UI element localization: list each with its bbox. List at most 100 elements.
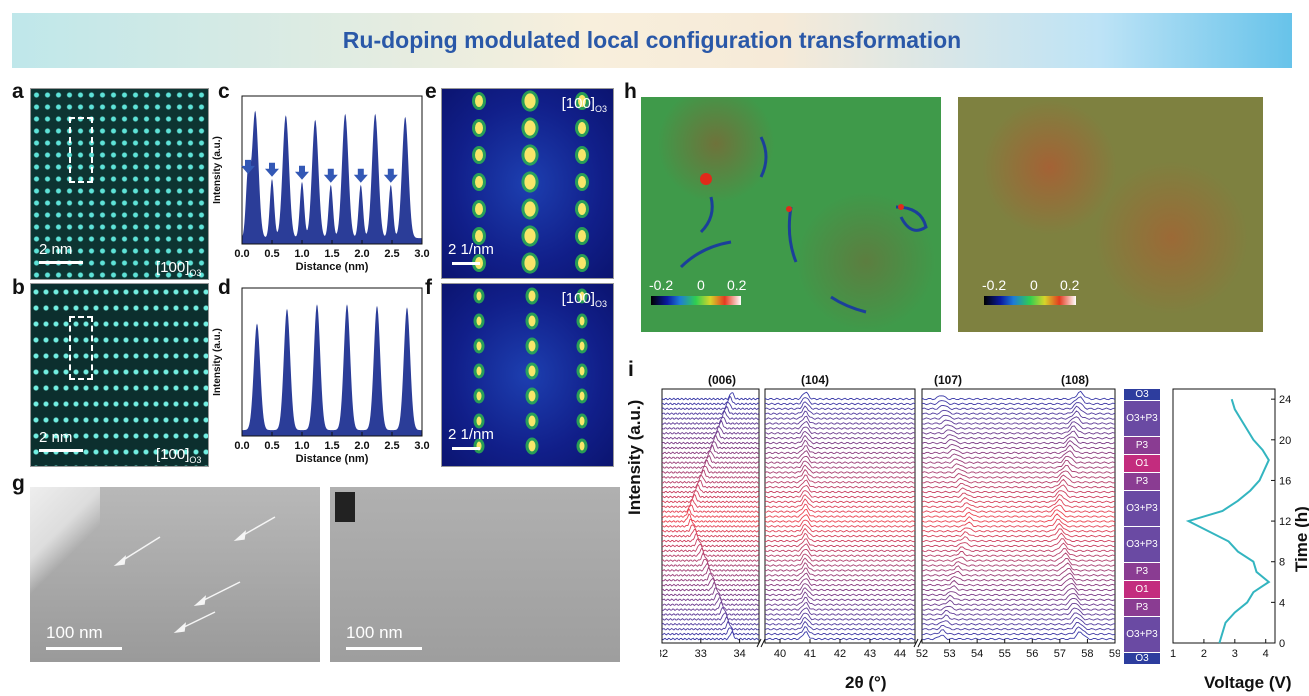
phase-band-o1: O1 — [1124, 581, 1160, 598]
xrd-pattern-line — [921, 390, 1116, 401]
panel-i-xlabel: 2θ (°) — [845, 673, 887, 692]
xrd-pattern-line — [764, 508, 916, 518]
xrd-pattern-line — [764, 587, 916, 597]
dip-arrow — [383, 168, 398, 183]
xrd-pattern-line — [764, 391, 916, 401]
xrd-pattern-line — [764, 455, 916, 465]
diffraction-spot — [475, 149, 483, 161]
xrd-pattern-line — [765, 490, 916, 499]
x-tick-label: 40 — [774, 648, 786, 660]
xrd-pattern-line — [764, 426, 916, 435]
xrd-pattern-line — [921, 626, 1116, 636]
diffraction-spot — [579, 391, 585, 401]
panel-h-right-cbar-max: 0.2 — [1060, 277, 1080, 293]
xrd-pattern-line — [921, 616, 1116, 626]
panel-label-a: a — [12, 80, 24, 103]
xrd-pattern-line — [661, 474, 760, 484]
x-tick-label: 2.5 — [384, 440, 399, 452]
x-tick-label: 53 — [943, 648, 955, 660]
xrd-pattern-line — [921, 593, 1116, 602]
xrd-pattern-line — [921, 402, 1116, 411]
xrd-pattern-line — [921, 425, 1116, 435]
xrd-pattern-line — [764, 503, 916, 514]
panel-b-tem-image: 2 nm [100]O3 — [30, 283, 209, 467]
dip-arrow — [265, 162, 279, 177]
axis-break — [756, 638, 766, 648]
x-tick-label: 3.0 — [414, 440, 429, 452]
xrd-pattern-line — [921, 612, 1116, 621]
xrd-pattern-line — [921, 421, 1116, 430]
xrd-pattern-line — [921, 478, 1116, 489]
phase-band-p3: P3 — [1124, 563, 1160, 580]
xrd-pattern-line — [661, 558, 760, 567]
phase-band-o3-p3: O3+P3 — [1124, 527, 1160, 562]
panel-f-scalebar-label: 2 1/nm — [448, 426, 494, 443]
xrd-pattern-line — [764, 612, 916, 621]
panel-e-scalebar-label: 2 1/nm — [448, 241, 494, 258]
xrd-pattern-line — [764, 523, 916, 533]
x-tick-label: 2 — [1201, 648, 1207, 660]
diffraction-spot — [475, 176, 483, 188]
panel-e-spots — [472, 90, 589, 274]
xrd-pattern-line — [661, 601, 760, 611]
xrd-pattern-line — [764, 410, 916, 420]
xrd-pattern-line — [661, 620, 760, 631]
panel-g-left-scalebar — [46, 647, 122, 650]
xrd-pattern-line — [661, 562, 760, 572]
xrd-pattern-line — [921, 464, 1116, 474]
dip-arrow — [295, 165, 309, 180]
panel-e-fft-image: [100]O3 2 1/nm — [441, 88, 614, 279]
xrd-pattern-line — [921, 513, 1116, 523]
xrd-pattern-line — [921, 622, 1116, 631]
xrd-pattern-line — [661, 507, 760, 518]
reflection-label: (107) — [934, 374, 962, 387]
diffraction-spot — [528, 440, 536, 452]
xrd-pattern-line — [661, 419, 760, 430]
xrd-pattern-line — [921, 436, 1116, 445]
xrd-pattern-line — [921, 602, 1116, 611]
xrd-pattern-line — [764, 445, 916, 455]
diffraction-spot — [578, 149, 586, 161]
xrd-pattern-line — [661, 405, 760, 416]
xrd-pattern-line — [661, 573, 760, 582]
y-tick-label: 24 — [1279, 394, 1291, 406]
diffraction-spot — [524, 228, 536, 244]
xrd-pattern-line — [661, 627, 760, 636]
diffraction-spot — [476, 291, 482, 301]
plot-frame — [241, 287, 423, 437]
panel-label-g: g — [12, 472, 25, 495]
xrd-pattern-line — [661, 455, 760, 465]
xrd-pattern-line — [921, 578, 1116, 587]
diffraction-spot — [524, 147, 536, 163]
x-tick-label: 32 — [660, 648, 668, 660]
dip-arrow — [241, 159, 255, 174]
panel-i-phase-column: O3 O3+P3 P3 O1 P3 O3+P3 O3+P3 P3 O1 P3 O3+P3 O3 — [1124, 389, 1160, 664]
xrd-pattern-line — [764, 450, 916, 460]
xrd-pattern-line — [764, 562, 916, 572]
xrd-pattern-line — [921, 558, 1116, 567]
dip-arrow — [323, 168, 338, 183]
xrd-pattern-line — [764, 464, 916, 474]
phase-band-o3-p3: O3+P3 — [1124, 491, 1160, 526]
panel-a-scalebar — [39, 261, 83, 264]
voltage-time-curve — [1185, 398, 1271, 644]
xrd-pattern-line — [661, 444, 760, 455]
xrd-pattern-line — [661, 504, 760, 514]
xrd-pattern-line — [921, 607, 1116, 616]
xrd-pattern-line — [661, 410, 760, 421]
x-tick-label: 0.0 — [234, 248, 249, 260]
panel-label-f: f — [425, 276, 432, 299]
diffraction-spot — [475, 203, 483, 215]
x-tick-label: 1 — [1170, 648, 1176, 660]
xrd-pattern-line — [764, 572, 916, 582]
xrd-pattern-line — [661, 528, 760, 538]
panel-label-b: b — [12, 276, 25, 299]
xrd-pattern-line — [764, 567, 916, 577]
x-tick-label: 2.0 — [354, 440, 369, 452]
xrd-pattern-line — [764, 538, 916, 548]
diffraction-spot — [528, 290, 536, 302]
xrd-pattern-line — [764, 557, 916, 567]
panel-h-right-colorbar — [984, 296, 1076, 305]
xrd-pattern-line — [764, 498, 916, 509]
